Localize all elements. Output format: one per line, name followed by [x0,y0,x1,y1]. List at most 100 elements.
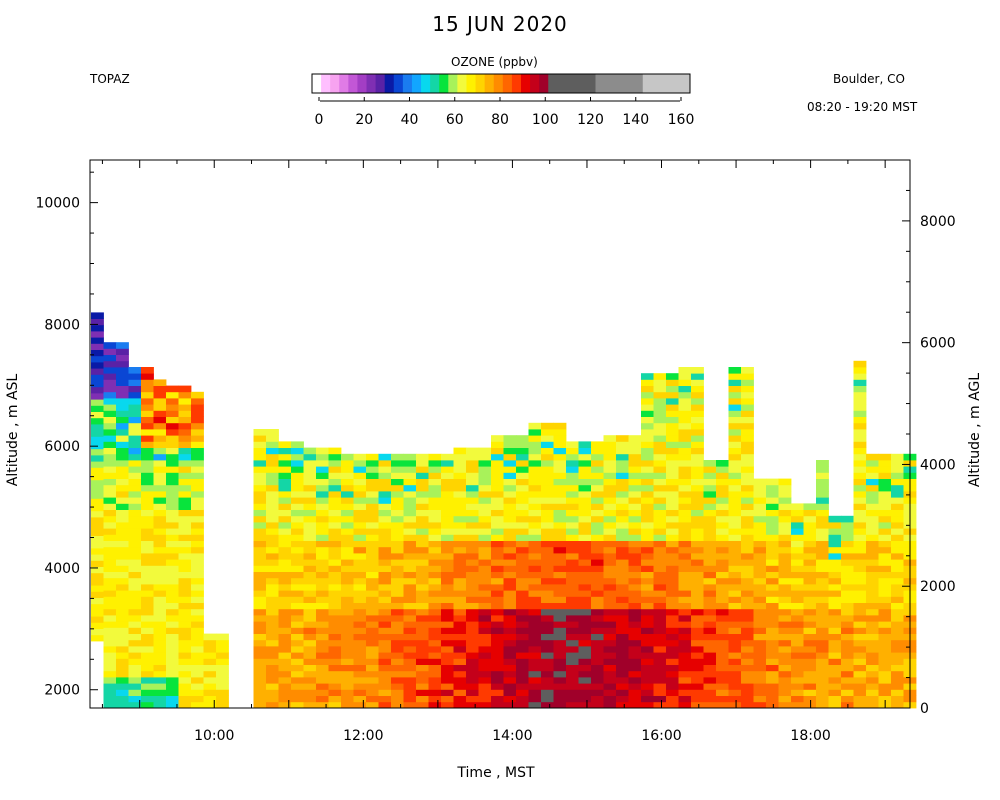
heatmap-cell [303,571,317,579]
heatmap-cell [653,404,667,411]
heatmap-cell [341,596,354,603]
heatmap-cell [541,540,554,548]
heatmap-cell [291,646,304,653]
heatmap-cell [328,670,342,678]
heatmap-cell [278,633,292,641]
heatmap-cell [341,509,354,517]
heatmap-cell [691,652,704,659]
heatmap-cell [491,460,504,467]
heatmap-cell [753,658,767,665]
heatmap-cell [141,677,154,684]
heatmap-cell [628,677,642,684]
heatmap-cell [328,627,342,634]
heatmap-cell [378,497,392,504]
heatmap-cell [791,522,804,529]
heatmap-cell [878,658,892,665]
heatmap-cell [103,416,117,424]
colorbar-swatch [502,74,513,93]
heatmap-cell [703,658,717,665]
heatmap-cell [666,540,679,548]
heatmap-cell [166,596,179,603]
heatmap-cell [503,491,517,498]
heatmap-cell [91,349,104,357]
heatmap-cell [303,534,317,541]
heatmap-cell [278,491,292,498]
heatmap-cell [116,608,129,616]
heatmap-cell [353,677,367,684]
heatmap-cell [353,633,367,641]
heatmap-cell [391,484,404,492]
heatmap-cell [541,441,554,448]
heatmap-cell [503,677,517,684]
heatmap-cell [141,410,154,417]
heatmap-cell [703,509,717,517]
heatmap-cell [803,503,817,510]
heatmap-cell [766,664,779,672]
heatmap-cell [678,416,692,424]
heatmap-cell [266,584,279,591]
heatmap-cell [466,484,479,492]
heatmap-cell [291,553,304,560]
heatmap-cell [628,460,642,467]
heatmap-cell [753,546,767,554]
heatmap-cell [528,577,542,585]
heatmap-cell [491,509,504,517]
heatmap-cell [103,633,117,641]
heatmap-cell [328,565,342,572]
heatmap-cell [466,689,479,696]
heatmap-cell [691,447,704,455]
heatmap-cell [728,460,742,467]
heatmap-cell [116,342,129,349]
heatmap-cell [141,447,154,455]
heatmap-cell [266,503,279,510]
heatmap-cell [791,540,804,548]
heatmap-cell [703,491,717,498]
heatmap-cell [753,497,767,504]
heatmap-cell [141,546,154,554]
heatmap-cell [641,646,654,653]
heatmap-cell [428,571,442,579]
y-left-tick-label: 6000 [44,439,80,455]
heatmap-cell [441,608,454,616]
heatmap-cell [91,610,104,617]
heatmap-cell [316,577,329,585]
heatmap-cell [591,553,604,560]
heatmap-cell [566,515,579,523]
heatmap-cell [303,484,317,492]
heatmap-cell [866,453,879,461]
heatmap-cell [691,460,704,467]
heatmap-cell [116,385,129,393]
heatmap-cell [178,689,192,696]
heatmap-cell [691,416,704,424]
heatmap-cell [641,670,654,678]
heatmap-cell [116,602,129,610]
heatmap-cell [553,701,567,709]
heatmap-cell [178,534,192,541]
heatmap-cell [778,627,792,634]
heatmap-cell [503,602,517,610]
heatmap-cell [341,639,354,647]
heatmap-cell [603,621,617,628]
heatmap-cell [578,472,592,479]
heatmap-cell [341,701,354,709]
heatmap-cell [516,627,529,634]
heatmap-cell [403,466,417,473]
heatmap-cell [853,447,867,455]
heatmap-cell [528,484,542,492]
heatmap-cell [178,441,192,448]
heatmap-cell [103,670,117,678]
heatmap-cell [516,695,529,703]
heatmap-cell [416,683,429,690]
heatmap-cell [453,559,467,566]
heatmap-cell [341,633,354,641]
heatmap-cell [803,621,817,628]
heatmap-cell [391,683,404,690]
heatmap-cell [366,528,379,535]
heatmap-cell [741,590,754,597]
heatmap-cell [416,633,429,641]
heatmap-cell [428,590,442,597]
heatmap-cell [266,577,279,585]
heatmap-cell [353,701,367,709]
heatmap-cell [766,695,779,703]
heatmap-cell [566,639,579,647]
